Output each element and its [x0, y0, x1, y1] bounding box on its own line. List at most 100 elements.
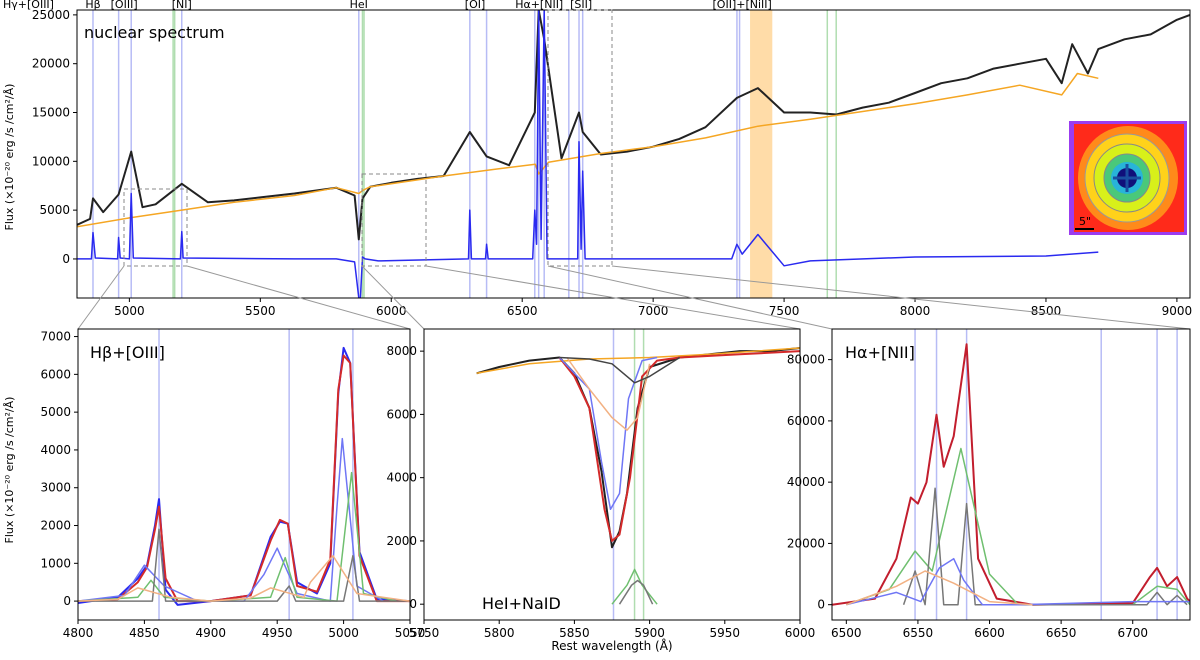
y-tick-label: 5000: [40, 405, 71, 419]
hei-series-continuum: [476, 347, 800, 375]
line-label: [SII]: [570, 0, 592, 11]
y-tick-label: 0: [817, 598, 825, 612]
halpha-series: [832, 343, 1190, 606]
halpha-series-broad: [846, 447, 1190, 606]
hei-series-absorption-blue-: [558, 356, 658, 511]
halpha-series-outflow: [846, 570, 1033, 606]
y-tick-label: 5000: [39, 203, 70, 217]
top-series-stellar-model: [77, 72, 1099, 228]
y-tick-label: 7000: [40, 330, 71, 344]
zoom-box-hei: [361, 173, 427, 267]
hbeta-series-wing: [78, 528, 410, 602]
y-tick-label: 6000: [40, 367, 71, 381]
zoom-connector-line: [547, 265, 833, 330]
x-tick-label: 6000: [376, 304, 407, 318]
y-tick-label: 60000: [787, 414, 825, 428]
hbeta-series: [78, 346, 410, 606]
zoom-box-hbeta: [123, 188, 188, 267]
y-tick-label: 2000: [386, 534, 417, 548]
halpha-panel-title: Hα+[NII]: [845, 343, 915, 362]
top-vlines: [92, 10, 837, 298]
y-tick-label: 2000: [40, 519, 71, 533]
hei-series-hei-narrow: [618, 579, 654, 605]
y-tick-label: 0: [62, 252, 70, 266]
halpha-series-blue-wing: [846, 557, 1190, 606]
x-tick-label: 5000: [328, 626, 359, 640]
zoom-box-halpha: [547, 9, 613, 267]
top-line-labels: Hγ+[OIII] Hβ [OIII] [NI] HeI [OI] Hα+[NII] [SII…: [3, 0, 772, 11]
x-tick-label: 7000: [638, 304, 669, 318]
hbeta-series-broad: [78, 437, 384, 602]
inset-scale-label: 5": [1079, 215, 1091, 228]
zoom-connector-line: [186, 265, 411, 330]
line-label: [OI]: [465, 0, 486, 11]
y-tick-label: 3000: [40, 481, 71, 495]
y-tick-label: 25000: [32, 8, 70, 22]
hbeta-series-outflow: [78, 555, 410, 602]
y-tick-label: 40000: [787, 475, 825, 489]
x-tick-label: 4900: [196, 626, 227, 640]
x-tick-label: 7500: [769, 304, 800, 318]
hei-vlines: [612, 329, 645, 620]
y-tick-label: 4000: [40, 443, 71, 457]
hbeta-axes-frame: [77, 328, 411, 621]
y-tick-label: 15000: [32, 106, 70, 120]
x-tick-label: 4850: [129, 626, 160, 640]
y-tick-label: 20000: [787, 536, 825, 550]
hei-axes-frame: [423, 328, 801, 621]
hbeta-series-total-fit: [78, 354, 410, 603]
hei-ticks: 5750 5800 5850 5900 5950 6000 0 2000 4000 6000 800…: [386, 328, 815, 640]
zoom-connector-line: [77, 265, 125, 330]
x-tick-label: 6500: [831, 626, 862, 640]
y-tick-label: 4000: [386, 471, 417, 485]
zoom-indicators: [77, 9, 1191, 330]
y-tick-label: 8000: [386, 344, 417, 358]
y-tick-label: 10000: [32, 154, 70, 168]
shaded-band: [750, 10, 773, 298]
x-tick-label: 8000: [900, 304, 931, 318]
zoom-connector-line: [611, 265, 1191, 330]
x-tick-label: 5500: [245, 304, 276, 318]
top-series: [77, 10, 1190, 298]
hbeta-ticks: 4800 4850 4900 4950 5000 5050 0 1000 2000 3000 400…: [40, 328, 425, 640]
hbeta-panel-title: Hβ+[OIII]: [90, 343, 165, 362]
x-tick-label: 5950: [710, 626, 741, 640]
x-tick-label: 6500: [507, 304, 538, 318]
halpha-panel: 6500 6550 6600 6650 6700 0 20000 40000 60000 8000…: [787, 328, 1191, 640]
zoom-connector-line: [361, 265, 425, 330]
inset-image: 5": [1069, 121, 1187, 235]
hei-series-nad-model: [559, 356, 681, 384]
y-tick-label: 80000: [787, 353, 825, 367]
y-tick-label: 1000: [40, 556, 71, 570]
x-tick-label: 5750: [409, 626, 440, 640]
hei-panel: 5750 5800 5850 5900 5950 6000 0 2000 4000 6000 800…: [386, 328, 815, 653]
hei-series-absorption-red-: [566, 357, 651, 431]
top-panel-title: nuclear spectrum: [84, 23, 225, 42]
line-label: Hα+[NII]: [515, 0, 563, 11]
x-tick-label: 8500: [1031, 304, 1062, 318]
x-tick-label: 4800: [63, 626, 94, 640]
y-tick-label: 20000: [32, 57, 70, 71]
x-tick-label: 5850: [559, 626, 590, 640]
x-tick-label: 5000: [114, 304, 145, 318]
x-tick-label: 6600: [974, 626, 1005, 640]
line-label: HeI: [350, 0, 368, 11]
y-tick-label: 6000: [386, 407, 417, 421]
hbeta-series-narrow: [78, 471, 397, 602]
hei-panel-title: HeI+NaID: [482, 594, 561, 613]
zoom-connector-line: [425, 265, 801, 330]
hei-xlabel: Rest wavelength (Å): [551, 638, 672, 653]
x-tick-label: 6700: [1117, 626, 1148, 640]
y-tick-label: 0: [409, 597, 417, 611]
line-label: Hγ+[OIII]: [3, 0, 54, 11]
line-label: [OIII]: [111, 0, 138, 11]
x-tick-label: 4950: [262, 626, 293, 640]
y-tick-label: 0: [63, 594, 71, 608]
hei-series-total-fit: [558, 350, 800, 542]
top-bands: [750, 10, 773, 298]
x-tick-label: 6550: [903, 626, 934, 640]
top-series-emission-residual: [77, 10, 1099, 298]
hei-series: [476, 347, 800, 605]
